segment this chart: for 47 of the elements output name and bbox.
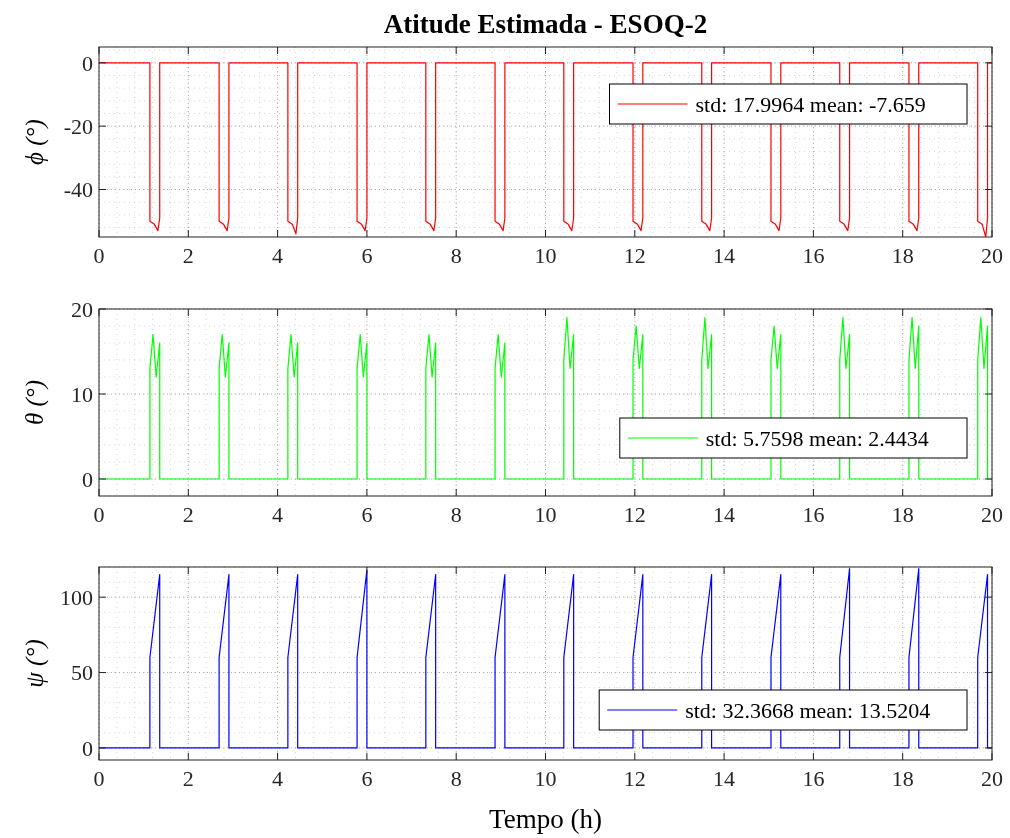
x-tick-label: 12 xyxy=(623,502,646,527)
y-tick-label: 50 xyxy=(71,660,93,686)
x-tick-label: 10 xyxy=(534,243,557,268)
x-tick-label: 8 xyxy=(450,766,462,791)
x-tick-label: 20 xyxy=(981,502,1003,527)
x-tick-label: 6 xyxy=(361,502,373,527)
x-tick-label: 18 xyxy=(891,502,914,527)
x-tick-label: 20 xyxy=(981,243,1003,268)
legend-label: std: 32.3668 mean: 13.5204 xyxy=(685,697,931,723)
x-tick-label: 14 xyxy=(713,502,736,527)
y-tick-label: 10 xyxy=(71,381,93,407)
x-tick-label: 18 xyxy=(891,766,914,791)
legend-label: std: 5.7598 mean: 2.4434 xyxy=(705,425,929,451)
x-tick-label: 14 xyxy=(713,243,736,268)
x-tick-label: 2 xyxy=(182,243,194,268)
x-tick-label: 6 xyxy=(361,766,373,791)
x-tick-label: 2 xyxy=(182,766,194,791)
x-tick-label: 8 xyxy=(450,243,462,268)
x-tick-label: 20 xyxy=(981,766,1003,791)
x-tick-label: 12 xyxy=(623,766,646,791)
y-axis-title: ψ (°) xyxy=(21,639,49,688)
y-tick-label: 0 xyxy=(82,466,93,492)
x-tick-label: 8 xyxy=(450,502,462,527)
x-axis-title: Tempo (h) xyxy=(489,804,602,834)
y-tick-label: 0 xyxy=(82,50,93,76)
y-tick-label: 0 xyxy=(82,735,93,761)
x-tick-label: 6 xyxy=(361,243,373,268)
y-axis-title: θ (°) xyxy=(21,379,49,426)
y-tick-label: -40 xyxy=(63,177,93,203)
x-tick-label: 18 xyxy=(891,243,914,268)
x-tick-label: 4 xyxy=(272,766,284,791)
y-tick-label: 20 xyxy=(71,296,93,322)
x-tick-label: 2 xyxy=(182,502,194,527)
x-tick-label: 16 xyxy=(802,502,825,527)
y-axis-title: ϕ (°) xyxy=(21,119,49,165)
x-tick-label: 4 xyxy=(272,243,284,268)
x-tick-label: 16 xyxy=(802,766,825,791)
x-tick-label: 12 xyxy=(623,243,646,268)
y-tick-label: -20 xyxy=(63,113,93,139)
x-tick-label: 4 xyxy=(272,502,284,527)
legend-label: std: 17.9964 mean: -7.659 xyxy=(695,91,926,117)
x-tick-label: 14 xyxy=(713,766,736,791)
x-tick-label: 16 xyxy=(802,243,825,268)
y-tick-label: 100 xyxy=(60,584,93,610)
x-tick-label: 10 xyxy=(534,502,557,527)
chart-title: Atitude Estimada - ESOQ-2 xyxy=(383,9,708,39)
x-tick-label: 10 xyxy=(534,766,557,791)
